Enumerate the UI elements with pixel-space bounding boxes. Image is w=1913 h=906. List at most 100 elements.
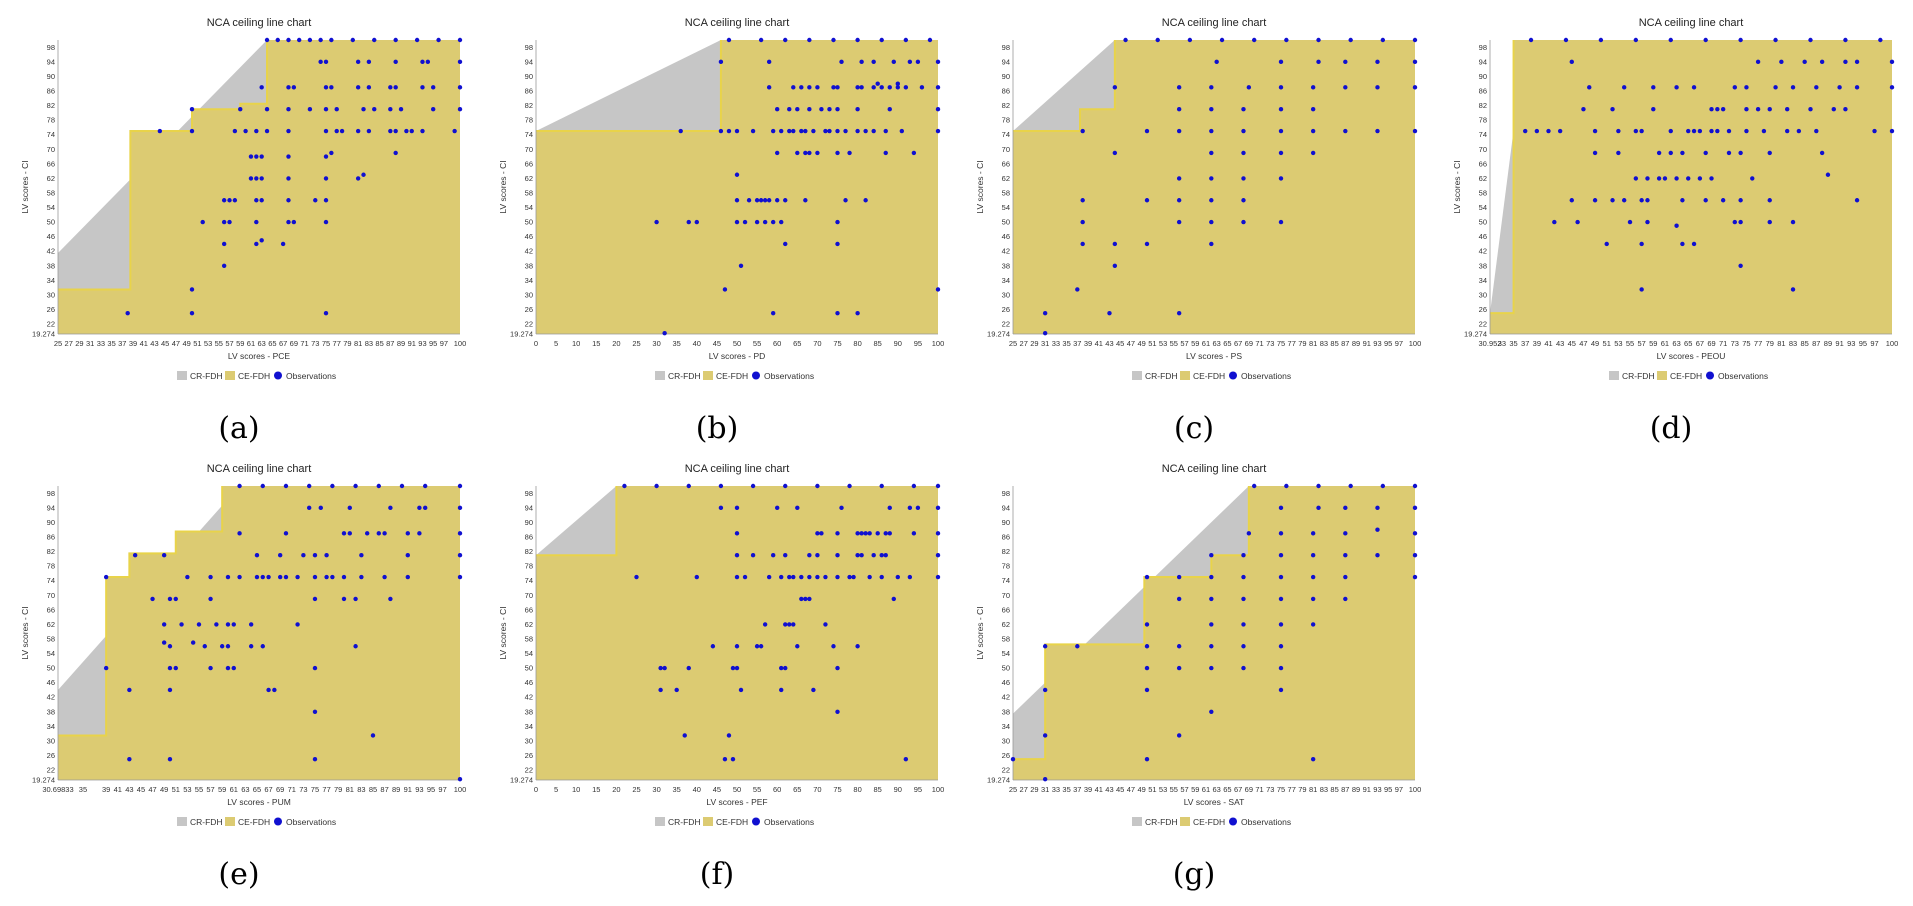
observation-point <box>783 37 788 43</box>
observation-point <box>935 287 941 292</box>
y-tick-label: 42 <box>525 693 533 702</box>
legend-entry: CR-FDH <box>668 371 701 381</box>
observation-point <box>1246 531 1252 536</box>
legend-entry: Observations <box>1241 371 1291 381</box>
y-axis-label: LV scores - CI <box>975 160 985 213</box>
x-tick-label: 63 <box>1672 339 1680 348</box>
legend-swatch <box>1229 817 1237 826</box>
legend-entry: CR-FDH <box>1145 371 1178 381</box>
observation-point <box>103 574 109 580</box>
observation-point <box>1412 505 1418 511</box>
x-tick-label: 89 <box>1352 785 1360 794</box>
observation-point <box>1656 150 1662 156</box>
observation-point <box>1310 596 1316 602</box>
observation-point <box>254 198 259 203</box>
observation-point <box>248 644 254 649</box>
x-tick-label: 100 <box>932 785 945 794</box>
observation-point <box>254 241 259 247</box>
x-tick-label: 97 <box>1870 339 1878 348</box>
observation-point <box>779 665 784 671</box>
y-tick-label: 19.274 <box>1464 330 1487 339</box>
y-tick-label: 98 <box>1002 43 1010 52</box>
observation-point <box>1785 128 1790 134</box>
x-tick-label: 25 <box>632 339 640 348</box>
x-tick-label: 79 <box>343 339 351 348</box>
observation-point <box>1854 198 1860 203</box>
observation-point <box>859 531 864 536</box>
observation-point <box>1316 483 1321 489</box>
observation-point <box>1767 106 1772 112</box>
observation-point <box>634 574 639 580</box>
x-tick-label: 75 <box>322 339 330 348</box>
y-tick-label: 19.274 <box>32 330 55 339</box>
y-tick-label: 26 <box>47 305 55 314</box>
y-tick-label: 46 <box>47 678 55 687</box>
observation-point <box>935 128 941 134</box>
x-tick-label: 51 <box>193 339 201 348</box>
legend-swatch <box>177 371 187 380</box>
y-tick-label: 46 <box>1002 678 1010 687</box>
observation-point <box>762 622 768 627</box>
observation-point <box>1569 59 1574 65</box>
x-tick-label: 75 <box>833 785 841 794</box>
x-tick-label: 33 <box>97 339 105 348</box>
y-tick-label: 74 <box>1479 130 1487 139</box>
observation-point <box>167 665 173 671</box>
x-tick-label: 25 <box>1009 785 1017 794</box>
observation-point <box>254 574 260 580</box>
observation-point <box>254 154 259 159</box>
x-tick-label: 97 <box>1395 785 1403 794</box>
observation-point <box>280 241 286 247</box>
observation-point <box>1668 37 1673 43</box>
observation-point <box>405 552 410 558</box>
y-tick-label: 54 <box>1002 649 1010 658</box>
observation-point <box>859 552 864 558</box>
observation-point <box>903 85 909 90</box>
ce-fdh-region <box>58 40 460 334</box>
observation-point <box>1144 241 1150 247</box>
observation-point <box>431 85 436 90</box>
observation-point <box>718 128 724 134</box>
x-tick-label: 51 <box>1148 339 1156 348</box>
observation-point <box>173 665 178 671</box>
observation-point <box>779 687 784 693</box>
observation-point <box>306 505 312 511</box>
observation-point <box>827 106 832 112</box>
x-tick-label: 91 <box>1835 339 1843 348</box>
observation-point <box>1633 37 1639 43</box>
x-tick-label: 77 <box>333 339 341 348</box>
y-tick-label: 46 <box>1002 232 1010 241</box>
observation-point <box>1645 198 1650 203</box>
observation-point <box>1639 241 1644 247</box>
observation-point <box>301 552 306 558</box>
legend-entry: Observations <box>1241 817 1291 827</box>
x-tick-label: 93 <box>1847 339 1855 348</box>
y-tick-label: 46 <box>525 678 533 687</box>
x-tick-label: 27 <box>65 339 73 348</box>
observation-point <box>1080 198 1085 203</box>
observation-point <box>867 531 872 536</box>
observation-point <box>935 574 941 580</box>
ce-fdh-region <box>1490 40 1892 334</box>
observation-point <box>1316 37 1321 43</box>
panel-label: (g) <box>1173 857 1216 892</box>
observation-point <box>1310 622 1316 627</box>
observation-point <box>1316 505 1321 511</box>
observation-point <box>1726 150 1732 156</box>
y-tick-label: 38 <box>1002 261 1010 270</box>
x-tick-label: 89 <box>1352 339 1360 348</box>
observation-point <box>1343 59 1348 65</box>
observation-point <box>254 552 260 558</box>
observation-point <box>291 85 297 90</box>
observation-point <box>388 106 393 112</box>
observation-point <box>260 483 265 489</box>
x-tick-label: 61 <box>1661 339 1669 348</box>
x-tick-label: 100 <box>454 785 467 794</box>
observation-point <box>754 219 760 225</box>
observation-point <box>1889 128 1895 134</box>
x-tick-label: 10 <box>572 785 580 794</box>
observation-point <box>1819 59 1825 65</box>
y-tick-label: 34 <box>47 276 55 285</box>
